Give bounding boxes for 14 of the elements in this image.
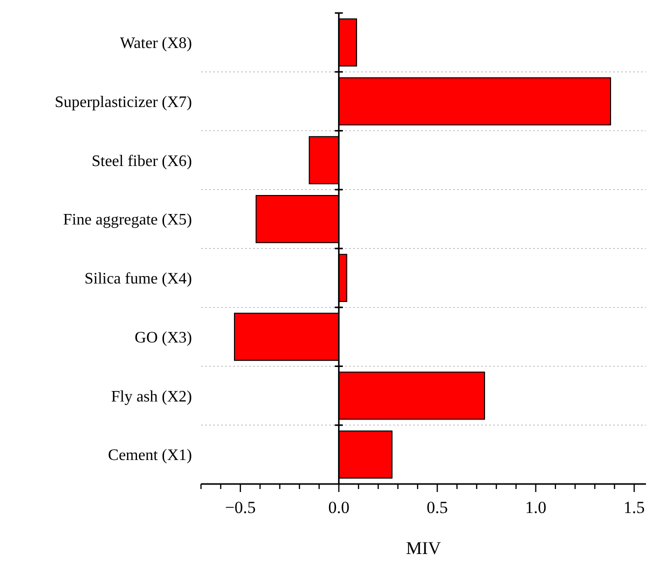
x-tick-label: −0.5 xyxy=(224,498,256,517)
x-tick-label: 0.0 xyxy=(328,498,350,517)
y-tick-label: GO (X3) xyxy=(134,329,192,346)
x-tick-label: 0.5 xyxy=(426,498,448,517)
y-tick-label: Superplasticizer (X7) xyxy=(54,94,192,111)
y-tick-label: Cement (X1) xyxy=(108,447,192,464)
y-tick-label: Steel fiber (X6) xyxy=(92,152,192,170)
x-axis-title: MIV xyxy=(406,538,441,558)
y-tick-label: Fine aggregate (X5) xyxy=(63,212,192,229)
y-tick-label: Fly ash (X2) xyxy=(111,388,192,406)
x-tick-label: 1.5 xyxy=(624,498,645,517)
x-tick-label: 1.0 xyxy=(525,498,546,517)
y-tick-label: Water (X8) xyxy=(120,35,192,52)
y-tick-label: Silica fume (X4) xyxy=(84,270,192,288)
